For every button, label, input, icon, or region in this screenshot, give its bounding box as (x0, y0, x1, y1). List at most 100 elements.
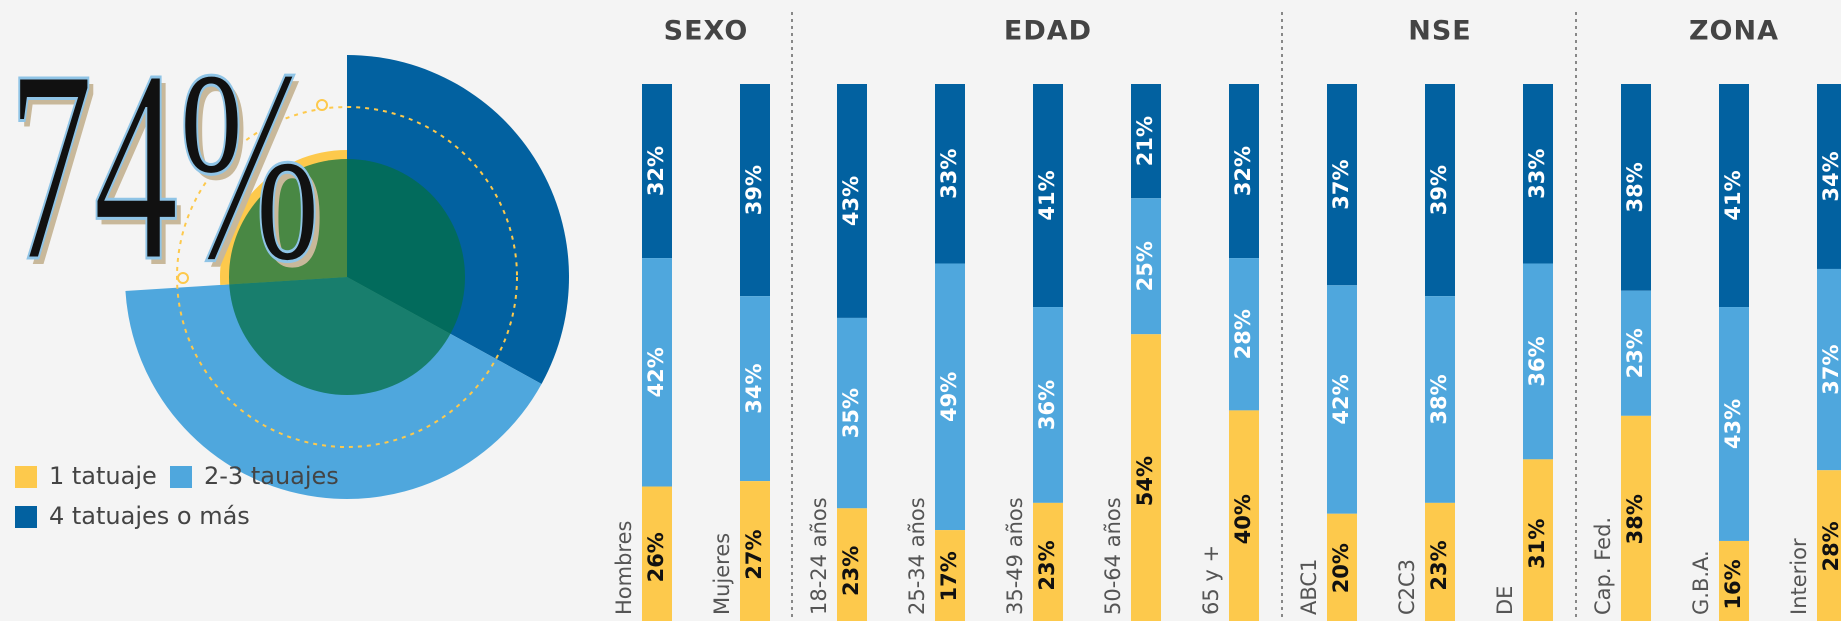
value-label: 26% (644, 532, 668, 582)
value-label: 38% (1623, 494, 1647, 544)
value-label: 34% (1819, 151, 1841, 201)
bar-segment (1033, 307, 1063, 503)
category-label: Mujeres (710, 533, 734, 615)
category-label: 25-34 años (905, 497, 929, 615)
value-label: 36% (1525, 336, 1549, 386)
bar-segment (1621, 415, 1651, 621)
bar-segment (1719, 540, 1749, 621)
category-label: 65 y + (1199, 545, 1223, 615)
big-number-shadow: 74% (13, 20, 326, 324)
value-label: 54% (1133, 456, 1157, 506)
category-label: 50-64 años (1101, 497, 1125, 615)
bar-segment (740, 296, 770, 482)
bar-segment (1425, 84, 1455, 297)
bar-segment (935, 84, 965, 264)
bar-segment (1719, 307, 1749, 541)
category-label: Hombres (612, 521, 636, 615)
value-label: 23% (1623, 328, 1647, 378)
bar-segment (1621, 290, 1651, 416)
bar-segment (1033, 84, 1063, 308)
inner-overlay (229, 159, 465, 395)
bar-segment (1425, 296, 1455, 503)
value-label: 43% (1721, 399, 1745, 449)
bar-segment (740, 84, 770, 297)
bar-segment (1229, 410, 1259, 621)
value-label: 40% (1231, 494, 1255, 544)
value-label: 35% (839, 388, 863, 438)
dotted-ring (176, 106, 518, 448)
value-label: 38% (1623, 162, 1647, 212)
bar-segment (1327, 513, 1357, 621)
group-header: EDAD (1004, 16, 1092, 47)
legend-label: 1 tatuaje (49, 462, 157, 490)
category-label: Cap. Fed. (1591, 517, 1615, 615)
bar-segment (935, 530, 965, 621)
value-label: 37% (1329, 160, 1353, 210)
ring-dot (316, 99, 328, 111)
value-label: 31% (1525, 519, 1549, 569)
value-label: 33% (937, 149, 961, 199)
value-label: 49% (937, 372, 961, 422)
group-header: ZONA (1689, 16, 1779, 47)
value-label: 42% (1329, 374, 1353, 424)
value-label: 27% (742, 529, 766, 579)
group-header: NSE (1408, 16, 1472, 47)
bar-segment (1621, 84, 1651, 291)
bar-segment (1817, 84, 1841, 269)
bar-segment (642, 258, 672, 487)
value-label: 20% (1329, 543, 1353, 593)
big-number: 74% 74% (7, 13, 326, 324)
bar-segment (1131, 198, 1161, 335)
group-header: SEXO (664, 16, 749, 47)
ring-dot (177, 272, 189, 284)
category-label: DE (1493, 586, 1517, 615)
value-label: 41% (1721, 170, 1745, 220)
value-label: 25% (1133, 241, 1157, 291)
value-label: 42% (644, 347, 668, 397)
bar-segment (642, 84, 672, 259)
value-label: 32% (644, 146, 668, 196)
value-label: 34% (742, 364, 766, 414)
bar-segment (1817, 268, 1841, 471)
value-label: 37% (1819, 344, 1841, 394)
category-label: Interior (1787, 538, 1811, 615)
value-label: 28% (1231, 309, 1255, 359)
bar-segment (1327, 84, 1357, 286)
category-label: ABC1 (1297, 559, 1321, 615)
legend-label: 4 tatuajes o más (49, 502, 250, 530)
category-label: 18-24 años (807, 497, 831, 615)
legend-label: 2-3 tauajes (204, 462, 339, 490)
bar-segment (837, 508, 867, 621)
category-label: C2C3 (1395, 559, 1419, 615)
bar-segment (1229, 84, 1259, 259)
bar-segment (1131, 84, 1161, 199)
bar-segment (1229, 258, 1259, 411)
bar-segment (1523, 263, 1553, 460)
value-label: 39% (742, 165, 766, 215)
value-label: 16% (1721, 559, 1745, 609)
bar-segment (1327, 285, 1357, 514)
value-label: 39% (1427, 165, 1451, 215)
value-label: 17% (937, 551, 961, 601)
value-label: 33% (1525, 149, 1549, 199)
legend-swatch (15, 466, 37, 488)
value-label: 32% (1231, 146, 1255, 196)
value-label: 43% (839, 176, 863, 226)
bar-segment (740, 481, 770, 621)
bar-segment (1033, 502, 1063, 621)
bar-segment (1523, 84, 1553, 264)
bar-segment (837, 317, 867, 509)
value-label: 23% (1035, 540, 1059, 590)
value-label: 21% (1133, 116, 1157, 166)
bar-segment (1523, 459, 1553, 621)
big-number-text: 74% (8, 14, 321, 318)
value-label: 36% (1035, 380, 1059, 430)
bar-segment (1425, 502, 1455, 621)
value-label: 41% (1035, 170, 1059, 220)
bar-segment (1131, 334, 1161, 621)
value-label: 38% (1427, 374, 1451, 424)
value-label: 28% (1819, 521, 1841, 571)
value-label: 23% (839, 546, 863, 596)
